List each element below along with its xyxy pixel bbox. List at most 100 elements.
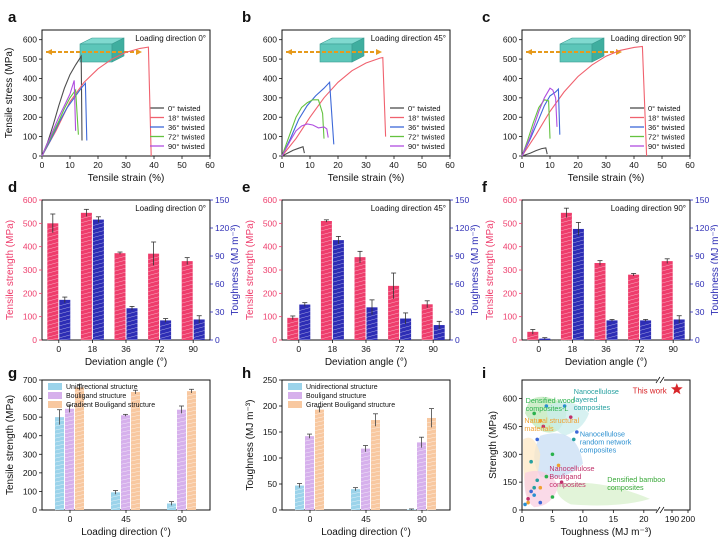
bar-hatch [426,480,437,484]
bar-hatch [314,464,325,467]
bar-hatch [572,311,584,316]
bar-hatch [193,334,205,338]
y-tick-label: 0 [272,505,277,515]
bar-hatch [421,327,433,331]
legend-label: 0° twisted [408,104,441,113]
bar-hatch [130,402,141,406]
region-label-line: random network [580,438,632,447]
bar-hatch [332,258,344,263]
bar-hatch [433,335,445,340]
bar-hatch [594,273,606,278]
bar-hatch [572,255,584,260]
panel-letter: b [242,9,251,26]
bar-hatch [54,479,65,483]
bar-hatch [160,323,172,327]
y-tick-label: 500 [503,218,517,228]
bar-hatch [80,315,92,320]
y-tick-label: 100 [23,312,37,322]
bar-hatch [299,319,311,323]
bar-hatch [560,243,572,248]
bar-hatch [304,462,315,466]
bar-hatch [160,327,172,331]
x-tick-label: 0 [308,514,313,524]
bar-hatch [186,425,197,429]
region-label-line: composites [574,403,611,412]
bar-hatch [148,320,160,324]
bar-hatch [661,299,673,304]
bar-hatch [176,472,187,475]
bar-hatch [628,337,640,341]
bar-hatch [370,490,381,494]
bar-hatch [47,298,59,302]
bar-hatch [92,230,104,234]
arrow-head-left [46,49,52,55]
bar-hatch [360,491,371,494]
y-tick-label: 120 [695,223,709,233]
bar-hatch [304,458,315,462]
bar-hatch [388,316,400,321]
bar-hatch [126,335,138,339]
bar-hatch [74,494,85,497]
bar-hatch [370,498,381,502]
bar-hatch [314,456,325,459]
bar-hatch [332,294,344,299]
bar-hatch [426,456,437,460]
bar-hatch [628,309,640,313]
bar-hatch [80,251,92,256]
bar-hatch [560,251,572,256]
x-tick-label: 30 [361,160,371,170]
bar-hatch [304,486,315,490]
series-line [521,45,648,157]
bar-hatch [126,311,138,315]
bar-hatch [366,330,378,334]
bar-hatch [64,467,75,471]
panel-letter: g [8,365,17,382]
bar-hatch [388,328,400,333]
bar-hatch [74,474,85,477]
data-point [532,485,536,490]
region-label-line: Natural structural [524,416,579,425]
bar-hatch [332,330,344,335]
bar-hatch [74,470,85,473]
bar-hatch [350,495,361,499]
bar-hatch [47,282,59,286]
y-axis-label-right: Toughness (MJ m⁻³) [710,225,718,316]
bar-hatch [332,290,344,295]
bar-hatch [320,307,332,312]
bar-hatch [594,321,606,326]
bar-hatch [186,421,197,425]
bar-hatch [130,462,141,466]
bar-hatch [181,271,193,276]
bar-hatch [606,339,618,341]
y-tick-label: 200 [23,112,37,122]
bar-hatch [120,434,131,437]
legend-swatch [288,401,302,408]
bar-hatch [54,487,65,491]
x-tick-label: 200 [681,514,695,524]
bar-hatch [110,503,121,506]
bar-hatch [314,444,325,447]
x-tick-label: 10 [545,160,555,170]
bar-hatch [47,330,59,334]
x-tick-label: 20 [573,160,583,170]
bar-hatch [560,331,572,336]
bar-hatch [354,323,366,328]
bar-hatch [74,402,85,405]
series-line [41,80,77,157]
x-axis-label: Deviation angle (°) [85,357,167,368]
bar-hatch [92,322,104,326]
bar-hatch [628,317,640,321]
bar-hatch [354,327,366,332]
bar-hatch [64,455,75,459]
bar-hatch [186,489,197,493]
bar-hatch [320,227,332,232]
bar-hatch [320,283,332,288]
bar-hatch [314,432,325,435]
bar-hatch [148,292,160,296]
bar-hatch [92,246,104,250]
bar-hatch [304,442,315,446]
data-point [532,411,536,416]
y-tick-label: 0 [32,151,37,161]
bar-hatch [186,433,197,437]
y-tick-label: 500 [263,218,277,228]
